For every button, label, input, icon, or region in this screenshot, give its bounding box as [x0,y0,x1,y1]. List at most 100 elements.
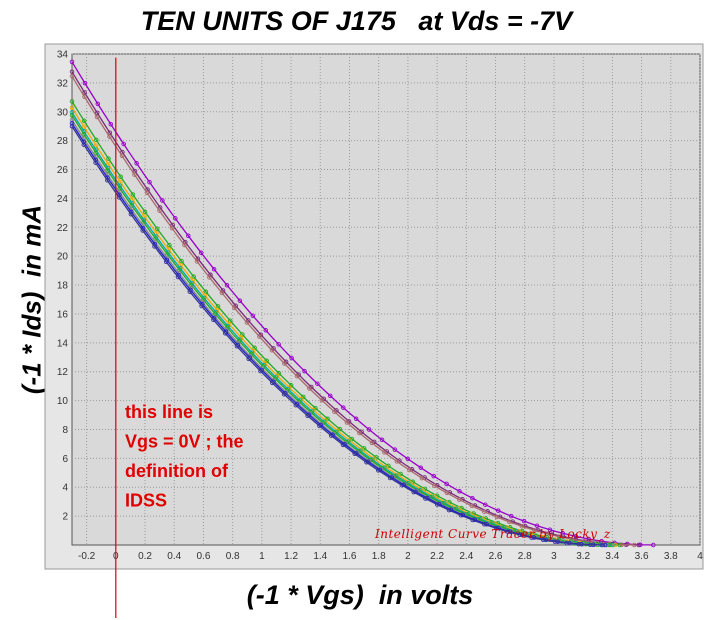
x-tick-label-6: 1 [259,551,265,562]
series-2-point-60 [444,490,450,496]
series-1-point-24 [220,288,226,293]
series-2-point-56 [419,475,425,481]
series-2-point-18 [182,242,187,248]
series-6-point-2 [81,131,87,137]
series-3-point-14 [154,226,160,231]
y-tick-label-0: 2 [62,512,68,523]
y-tick-label-4: 10 [57,396,69,407]
series-2-point-52 [394,459,400,464]
series-9-point-28 [234,344,240,349]
series-0-point-34 [289,355,294,361]
series-4-point-24 [214,307,220,313]
series-9-point-50 [364,460,369,465]
series-9-point-18 [175,274,181,280]
series-9-point-66 [458,512,464,518]
series-2-point-16 [169,225,175,231]
plot-area [71,53,701,546]
series-9-point-26 [222,331,228,336]
series-0-point-16 [173,216,178,221]
series-0-point-6 [108,121,114,127]
x-tick-label-3: 0.4 [167,551,181,562]
series-6-point-90 [607,542,612,548]
series-3-point-50 [374,455,379,460]
series-4-point-26 [226,321,232,327]
x-tick-label-17: 3.2 [576,551,590,562]
series-1-point-20 [195,256,201,261]
x-tick-label-4: 0.6 [196,551,210,562]
series-2-point-58 [432,483,437,488]
x-axis-label: (-1 * Vgs) in volts [246,580,474,610]
series-1-point-90 [636,542,641,548]
series-6-point-6 [105,168,111,173]
series-0-point-58 [444,481,449,487]
series-9-point-84 [564,540,570,546]
series-9-point-56 [399,482,405,488]
series-0-point-54 [418,465,424,470]
series-9-point-6 [105,178,110,183]
series-2-point-6 [107,134,112,139]
series-2-point-34 [282,361,287,366]
y-tick-label-6: 14 [57,338,69,349]
series-3-point-54 [398,471,403,477]
series-2-point-38 [307,386,312,391]
series-1-point-46 [359,429,364,435]
series-9-point-68 [470,517,475,523]
y-tick-label-3: 8 [62,425,68,436]
x-tick-label-5: 0.8 [226,551,240,562]
series-0-point-66 [496,508,501,513]
series-0-point-2 [82,80,88,86]
y-tick-label-15: 32 [57,78,69,89]
series-3-point-6 [106,156,111,161]
series-2-point-72 [519,523,525,529]
series-9-point-20 [187,289,193,294]
series-9-point-54 [387,475,393,481]
series-4-point-90 [613,542,618,548]
series-6-point-0 [69,113,75,118]
series-9-point-44 [328,433,334,438]
series-2-point-50 [382,450,387,455]
series-9-point-80 [540,537,546,543]
series-3-point-52 [386,463,391,469]
x-tick-label-19: 3.6 [635,551,649,562]
series-0-point-72 [534,523,540,528]
series-9-point-32 [258,368,263,374]
series-1-point-2 [82,90,87,95]
x-tick-label-12: 2.2 [430,551,444,562]
series-2-point-32 [269,348,275,353]
chart-title: TEN UNITS OF J175 at Vds = -7V [140,6,573,36]
series-3-point-8 [118,174,123,179]
series-9-point-58 [411,489,416,495]
series-0-point-30 [263,328,269,333]
series-4-point-6 [105,161,111,167]
grid [72,53,701,545]
series-2-point-2 [82,94,87,100]
series-9-point-24 [211,317,216,323]
y-tick-label-13: 28 [57,136,69,147]
series-4-point-4 [93,143,99,148]
series-0-point-62 [470,495,475,501]
series-2-point-22 [207,275,212,280]
series-1-point-0 [69,69,75,74]
series-6-point-4 [93,150,99,155]
series-9-point-64 [446,507,452,513]
tick-labels: -0.200.20.40.60.811.21.41.61.822.22.42.6… [57,50,703,563]
series-2-point-78 [557,534,562,539]
series-0-point-42 [341,405,346,410]
series-9-point-60 [423,496,428,501]
series-0-point-60 [457,489,462,494]
series-9-point-72 [493,526,499,531]
annotation: this line is Vgs = 0V ; the definition of I… [125,402,244,511]
series-4-point-0 [69,105,75,110]
series-5-point-90 [610,542,615,548]
y-tick-label-2: 6 [62,454,68,465]
series-0-point-4 [95,101,101,107]
series-9-point-78 [529,535,534,540]
series-9-point-74 [505,529,511,535]
series-9-point-76 [517,532,522,538]
series-9-point-82 [552,539,558,544]
x-tick-label-21: 4 [697,551,703,562]
x-tick-label-9: 1.6 [343,551,357,562]
series-2-point-66 [482,509,487,514]
series-9-point-40 [305,413,310,419]
